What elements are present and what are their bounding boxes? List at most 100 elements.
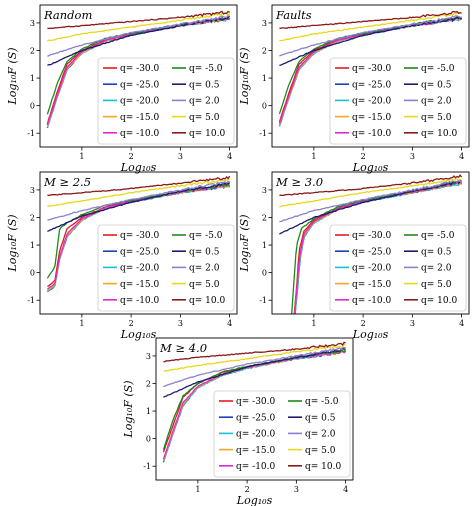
legend-entry: q= -10.0	[352, 296, 392, 306]
x-tick-label: 4	[459, 319, 464, 328]
x-tick-label: 2	[129, 319, 134, 328]
legend-entry: q= -20.0	[120, 97, 160, 107]
y-tick-label: -1	[259, 129, 267, 138]
series-line-0.5	[279, 180, 462, 235]
legend-entry: q= -25.0	[120, 247, 160, 257]
series-line-2.0	[47, 180, 230, 221]
legend-entry: q= -30.0	[352, 231, 392, 241]
legend-entry: q= 10.0	[421, 296, 457, 306]
y-tick-label: 3	[146, 352, 151, 361]
panel-title: Random	[43, 8, 92, 22]
x-axis-label: Log₁₀s	[236, 494, 273, 506]
y-tick-label: 2	[262, 46, 267, 55]
plot-frame	[39, 4, 238, 148]
y-tick-label: 0	[262, 102, 267, 111]
series-line-0.5	[163, 347, 346, 398]
panel-title: Faults	[275, 8, 312, 22]
y-tick-label: 3	[30, 186, 35, 195]
y-tick-label: -1	[259, 296, 267, 305]
plot-frame	[39, 171, 238, 315]
x-tick-label: 3	[294, 485, 299, 494]
legend-box	[329, 224, 467, 312]
plot-frame	[271, 171, 470, 315]
panel-3: 1 2 3 4 -1 0 1 2 3 Log₁₀s Log₁₀F (S) M ≥ 2.5 q= -30.…	[6, 171, 238, 341]
legend-box	[97, 224, 235, 312]
x-tick-label: 1	[195, 485, 200, 494]
legend-entry: q= 5.0	[421, 280, 452, 290]
legend-entry: q= -15.0	[236, 446, 276, 456]
x-axis-label: Log₁₀s	[120, 161, 157, 174]
series-group	[46, 10, 231, 129]
series-line-2.0	[163, 346, 346, 387]
legend-entry: q= -5.0	[421, 231, 455, 241]
y-axis-label: Log₁₀F (S)	[6, 47, 19, 105]
series-line-5.0	[279, 11, 462, 42]
series-line-2.0	[279, 179, 462, 223]
legend-entry: q= -30.0	[120, 231, 160, 241]
y-tick-label: -1	[27, 296, 35, 305]
y-tick-label: 0	[262, 269, 267, 278]
series-line-5.0	[47, 177, 230, 207]
series-line-0.5	[47, 15, 231, 66]
legend-entry: q= 10.0	[189, 129, 225, 139]
x-tick-label: 2	[129, 152, 134, 161]
legend-entry: q= -10.0	[120, 296, 160, 306]
y-tick-label: 1	[146, 407, 151, 416]
panel-4: 1 2 3 4 -1 0 1 2 3 Log₁₀s Log₁₀F (S) M ≥ 3.0 q= -30.…	[238, 171, 470, 341]
panel-title: M ≥ 4.0	[159, 341, 207, 355]
series-line-5.0	[47, 11, 231, 42]
y-tick-label: 1	[262, 241, 267, 250]
panel-2: 1 2 3 4 -1 0 1 2 3 Log₁₀s Log₁₀F (S) Faults q= -30.0…	[238, 4, 470, 174]
legend-box	[213, 390, 351, 478]
x-tick-label: 3	[178, 319, 183, 328]
x-tick-label: 1	[79, 152, 84, 161]
y-axis-label: Log₁₀F (S)	[6, 214, 19, 272]
series-line-0.5	[279, 16, 463, 66]
legend-entry: q= -15.0	[120, 280, 160, 290]
x-tick-label: 2	[361, 319, 366, 328]
x-tick-label: 2	[245, 485, 250, 494]
x-tick-label: 4	[343, 485, 348, 494]
x-tick-label: 3	[178, 152, 183, 161]
series-line-5.0	[279, 178, 462, 208]
legend-entry: q= 10.0	[189, 296, 225, 306]
legend-entry: q= 0.5	[421, 80, 452, 90]
legend-box	[97, 57, 235, 145]
x-tick-label: 4	[459, 152, 464, 161]
legend: q= -30.0 q= -25.0 q= -20.0 q= -15.0 q= -10.0…	[329, 57, 467, 145]
legend-entry: q= -25.0	[236, 413, 276, 423]
y-tick-label: -1	[27, 129, 35, 138]
legend-entry: q= -5.0	[189, 231, 223, 241]
legend-entry: q= -30.0	[236, 397, 276, 407]
series-line-2.0	[279, 15, 462, 57]
panel-title: M ≥ 3.0	[275, 175, 323, 189]
x-axis-label: Log₁₀s	[352, 161, 389, 174]
legend-entry: q= 0.5	[305, 413, 336, 423]
series-group	[162, 341, 347, 463]
x-tick-label: 1	[311, 152, 316, 161]
panel-1: 1 2 3 4 -1 0 1 2 3 Log₁₀s Log₁₀F (S) Random q= -30.0…	[6, 4, 238, 174]
y-tick-label: 3	[262, 186, 267, 195]
legend: q= -30.0 q= -25.0 q= -20.0 q= -15.0 q= -10.0…	[97, 224, 235, 312]
series-group	[278, 10, 463, 127]
legend-entry: q= 10.0	[421, 129, 457, 139]
legend-entry: q= -30.0	[120, 64, 160, 74]
panel-5: 1 2 3 4 -1 0 1 2 3 Log₁₀s Log₁₀F (S) M ≥ 4.0 q= -30.…	[122, 337, 354, 506]
x-tick-label: 3	[410, 319, 415, 328]
series-line-0.5	[47, 181, 230, 233]
legend-entry: q= 2.0	[305, 430, 336, 440]
series-line-10.0	[279, 10, 462, 29]
series-line-10.0	[279, 174, 463, 197]
series-line-10.0	[47, 10, 230, 30]
y-tick-label: 2	[30, 46, 35, 55]
series-group	[46, 175, 231, 293]
y-axis-label: Log₁₀F (S)	[122, 380, 135, 438]
legend-entry: q= 0.5	[189, 80, 220, 90]
legend-entry: q= -20.0	[120, 264, 160, 274]
legend-entry: q= 2.0	[189, 97, 220, 107]
plot-frame	[271, 4, 470, 148]
legend-entry: q= -10.0	[352, 129, 392, 139]
y-tick-label: 0	[146, 435, 151, 444]
x-tick-label: 3	[410, 152, 415, 161]
y-tick-label: 3	[262, 19, 267, 28]
